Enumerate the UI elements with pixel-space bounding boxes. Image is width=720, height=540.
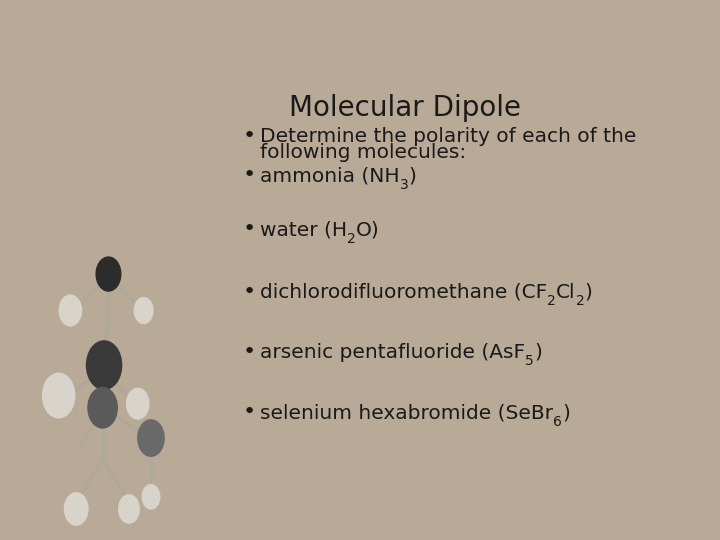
Circle shape	[59, 295, 81, 326]
Text: 3: 3	[400, 178, 408, 192]
Text: •: •	[243, 165, 256, 185]
Text: selenium hexabromide (SeBr: selenium hexabromide (SeBr	[260, 403, 553, 422]
Text: ): )	[562, 403, 570, 422]
Circle shape	[138, 420, 164, 456]
Circle shape	[86, 341, 122, 389]
Text: ): )	[408, 166, 416, 185]
Text: •: •	[243, 282, 256, 302]
Text: •: •	[243, 126, 256, 146]
Text: ammonia (NH: ammonia (NH	[260, 166, 400, 185]
Circle shape	[42, 373, 75, 418]
Circle shape	[65, 492, 88, 525]
Text: 2: 2	[576, 294, 585, 308]
Text: following molecules:: following molecules:	[260, 143, 467, 163]
Text: •: •	[243, 219, 256, 239]
Text: Molecular Dipole: Molecular Dipole	[289, 94, 521, 123]
Circle shape	[119, 495, 139, 523]
Text: water (H: water (H	[260, 220, 347, 239]
Text: 2: 2	[547, 294, 556, 308]
Text: •: •	[243, 402, 256, 422]
Circle shape	[96, 257, 121, 291]
Text: ): )	[585, 282, 593, 302]
Text: 6: 6	[553, 415, 562, 429]
Text: Determine the polarity of each of the: Determine the polarity of each of the	[260, 127, 636, 146]
Text: 5: 5	[526, 354, 534, 368]
Text: arsenic pentafluoride (AsF: arsenic pentafluoride (AsF	[260, 343, 526, 362]
Text: 2: 2	[347, 232, 356, 246]
Circle shape	[88, 388, 117, 428]
Text: ): )	[534, 343, 542, 362]
Text: Cl: Cl	[556, 282, 576, 302]
Text: dichlorodifluoromethane (CF: dichlorodifluoromethane (CF	[260, 282, 547, 302]
Text: O): O)	[356, 220, 380, 239]
Circle shape	[142, 485, 160, 509]
Text: •: •	[243, 342, 256, 362]
Circle shape	[127, 388, 149, 419]
Circle shape	[134, 298, 153, 323]
